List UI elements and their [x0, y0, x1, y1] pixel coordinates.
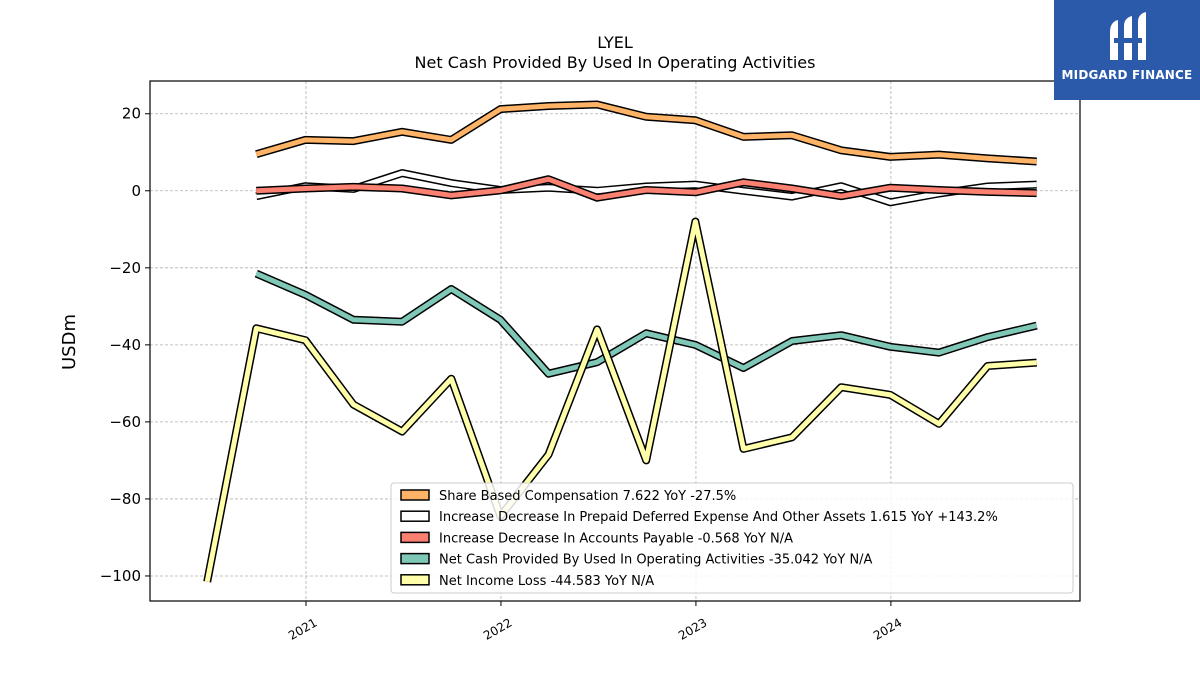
x-tick-label: 2022	[481, 615, 514, 642]
y-tick-label: 20	[122, 105, 141, 123]
series-line	[256, 176, 1037, 201]
legend-swatch	[400, 531, 430, 544]
y-tick-label: 0	[131, 182, 141, 200]
x-tick-label: 2024	[871, 615, 904, 642]
series-2	[256, 175, 1037, 202]
series-0	[255, 100, 1037, 166]
legend-item: Share Based Compensation 7.622 YoY -27.5…	[400, 489, 736, 504]
legend-item: Increase Decrease In Accounts Payable -0…	[400, 531, 793, 546]
series-line	[255, 271, 1038, 377]
legend: Share Based Compensation 7.622 YoY -27.5…	[390, 482, 1074, 594]
legend-label: Share Based Compensation 7.622 YoY -27.5…	[439, 489, 736, 504]
legend-label: Increase Decrease In Accounts Payable -0…	[439, 531, 793, 546]
legend-label: Increase Decrease In Prepaid Deferred Ex…	[439, 510, 998, 525]
y-tick-label: −100	[100, 567, 141, 585]
legend-label: Net Cash Provided By Used In Operating A…	[439, 553, 873, 568]
legend-swatch	[400, 510, 430, 522]
midgard-logo-icon	[1110, 12, 1146, 60]
y-axis-ticks: 20 0 −20 −40 −60 −80 −100	[100, 105, 150, 585]
legend-item: Net Cash Provided By Used In Operating A…	[400, 552, 873, 568]
y-tick-label: −20	[109, 259, 141, 277]
series-4	[203, 217, 1037, 583]
series-line	[204, 219, 1037, 583]
legend-label: Net Income Loss -44.583 YoY N/A	[439, 574, 654, 589]
series-line	[255, 102, 1037, 164]
series-line-outline	[254, 269, 1038, 378]
x-tick-label: 2021	[286, 615, 319, 642]
legend-box	[390, 482, 1074, 594]
y-axis-label: USDm	[59, 314, 80, 370]
chart-title: LYEL	[597, 33, 633, 52]
brand-logo: MIDGARD FINANCE	[1054, 0, 1200, 100]
legend-swatch	[400, 489, 430, 501]
legend-swatch	[400, 574, 430, 586]
series-lines	[203, 100, 1038, 583]
chart-subtitle: Net Cash Provided By Used In Operating A…	[415, 53, 816, 72]
plot-frame	[149, 80, 1081, 602]
x-tick-label: 2023	[676, 615, 709, 642]
y-tick-label: −80	[109, 490, 141, 508]
legend-swatch	[400, 552, 430, 565]
series-3	[254, 269, 1038, 378]
brand-name: MIDGARD FINANCE	[1061, 68, 1193, 82]
legend-item: Net Income Loss -44.583 YoY N/A	[400, 574, 654, 589]
y-tick-label: −40	[109, 336, 141, 354]
x-axis-ticks: 2021 2022 2023 2024	[286, 601, 904, 643]
series-line-outline	[255, 100, 1037, 166]
legend-item: Increase Decrease In Prepaid Deferred Ex…	[400, 510, 998, 525]
y-tick-label: −60	[109, 413, 141, 431]
